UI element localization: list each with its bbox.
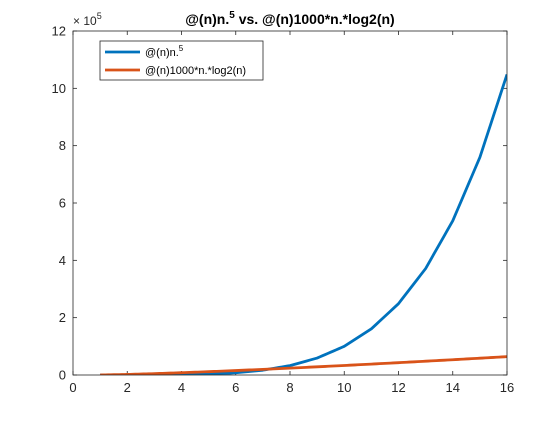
x-tick-label: 0 [69, 380, 76, 395]
y-tick-label: 12 [52, 24, 66, 39]
y-tick-label: 8 [59, 138, 66, 153]
x-tick-label: 10 [337, 380, 351, 395]
chart-title: @(n)n.5 vs. @(n)1000*n.*log2(n) [185, 10, 394, 27]
chart-title-rest: vs. @(n)1000*n.*log2(n) [235, 11, 395, 27]
legend[interactable]: @(n)n.5 @(n)1000*n.*log2(n) [99, 40, 264, 81]
x-tick-label: 6 [232, 380, 239, 395]
legend-label-series-1-base: @(n)n. [145, 47, 179, 59]
legend-label-series-1: @(n)n.5 [145, 44, 184, 59]
x-tick-label: 8 [286, 380, 293, 395]
axes-box [72, 30, 508, 376]
y-axis-exponent-power: 5 [97, 11, 102, 21]
y-tick-label: 4 [59, 253, 66, 268]
legend-label-series-2: @(n)1000*n.*log2(n) [145, 65, 246, 77]
x-tick-label: 14 [446, 380, 460, 395]
x-tick-label: 2 [124, 380, 131, 395]
legend-box [99, 40, 264, 81]
y-tick-label: 2 [59, 310, 66, 325]
chart-title-superscript: 5 [229, 10, 235, 21]
y-axis-ticks: 0 2 4 6 8 10 12 [52, 24, 507, 383]
y-tick-label: 6 [59, 196, 66, 211]
x-tick-label: 4 [178, 380, 185, 395]
y-tick-label: 10 [52, 81, 66, 96]
chart-title-base: @(n)n. [185, 11, 229, 27]
y-axis-exponent-base: × 10 [73, 14, 97, 28]
plot-area [73, 31, 507, 375]
y-tick-label: 0 [59, 368, 66, 383]
x-tick-label: 16 [500, 380, 514, 395]
legend-label-series-1-superscript: 5 [179, 44, 184, 53]
y-axis-exponent: × 105 [73, 11, 102, 28]
x-tick-label: 12 [391, 380, 405, 395]
series-line-2 [100, 355, 507, 375]
